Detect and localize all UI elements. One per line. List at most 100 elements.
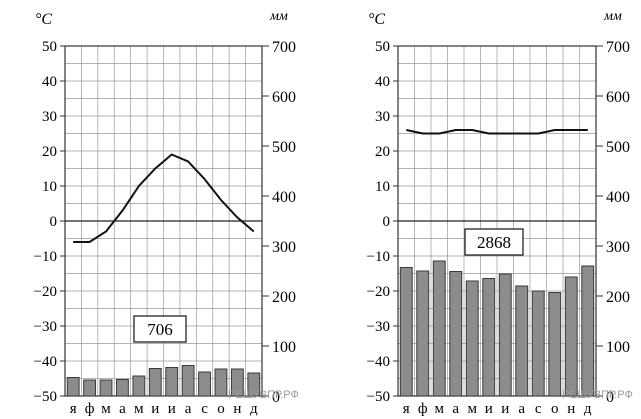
- left-tick-label: −50: [34, 389, 57, 405]
- left-tick-label: 0: [50, 214, 58, 230]
- precipitation-bar: [181, 365, 195, 397]
- right-tick-label: 400: [606, 189, 630, 206]
- chart-panel-1: 50403020100−10−20−30−40−50°C700600500400…: [34, 9, 299, 417]
- right-tick-label: 500: [272, 139, 296, 156]
- month-label: а: [518, 401, 525, 417]
- month-label: о: [551, 401, 559, 417]
- left-tick-label: −30: [367, 319, 390, 335]
- precipitation-bar: [230, 368, 244, 397]
- precipitation-bar: [214, 368, 228, 397]
- right-tick-label: 500: [606, 139, 630, 156]
- left-tick-label: −30: [34, 319, 57, 335]
- precipitation-bars: [399, 260, 595, 397]
- precipitation-bar: [465, 280, 479, 397]
- left-tick-label: −10: [367, 249, 390, 265]
- left-tick-label: −50: [367, 389, 390, 405]
- month-label: м: [435, 401, 445, 417]
- left-tick-label: −40: [367, 354, 390, 370]
- month-label: а: [119, 401, 126, 417]
- left-tick-label: 30: [42, 109, 57, 125]
- annual-total-label: 706: [147, 320, 173, 339]
- left-tick-label: 10: [375, 179, 390, 195]
- month-label: м: [134, 401, 144, 417]
- precipitation-bar: [515, 285, 529, 397]
- month-label: а: [452, 401, 459, 417]
- left-tick-label: 10: [42, 179, 57, 195]
- precipitation-bar: [83, 379, 97, 397]
- right-tick-label: 0: [606, 389, 614, 406]
- precipitation-bar: [581, 265, 595, 397]
- precipitation-bars: [66, 365, 261, 397]
- precipitation-bar: [432, 260, 446, 397]
- right-tick-label: 200: [606, 289, 630, 306]
- precipitation-bar: [148, 368, 162, 397]
- right-tick-label: 300: [606, 239, 630, 256]
- annual-total-label: 2868: [477, 233, 511, 252]
- left-tick-label: −20: [34, 284, 57, 300]
- right-tick-label: 100: [272, 339, 296, 356]
- month-label: и: [151, 401, 159, 417]
- annual-total-box: [133, 315, 187, 343]
- left-tick-label: −40: [34, 354, 57, 370]
- precipitation-bar: [165, 367, 179, 397]
- left-tick-label: 0: [383, 214, 391, 230]
- right-axis-unit: мм: [603, 9, 622, 24]
- left-tick-label: 20: [42, 144, 57, 160]
- month-label: с: [535, 401, 542, 417]
- watermark: РЕШУВПР.РФ: [228, 389, 299, 401]
- month-label: и: [485, 401, 493, 417]
- month-label: я: [403, 401, 410, 417]
- left-tick-label: 50: [375, 39, 390, 55]
- annual-total-box: [464, 228, 524, 256]
- temperature-line: [73, 153, 255, 243]
- month-label: ф: [85, 401, 95, 417]
- right-axis-unit: мм: [269, 9, 288, 24]
- left-tick-label: −20: [367, 284, 390, 300]
- month-label: с: [201, 401, 208, 417]
- month-label: а: [185, 401, 192, 417]
- right-tick-label: 100: [606, 339, 630, 356]
- month-label: д: [250, 401, 258, 417]
- precipitation-bar: [548, 292, 562, 397]
- left-tick-label: −10: [34, 249, 57, 265]
- precipitation-bar: [399, 267, 413, 397]
- month-label: и: [168, 401, 176, 417]
- precipitation-bar: [66, 377, 80, 397]
- precipitation-bar: [482, 278, 496, 397]
- right-tick-label: 0: [272, 389, 280, 406]
- precipitation-bar: [564, 276, 578, 397]
- precipitation-bar: [498, 273, 512, 397]
- precipitation-bar: [531, 290, 545, 397]
- month-label: н: [233, 401, 241, 417]
- precipitation-bar: [449, 271, 463, 397]
- precipitation-bar: [116, 379, 129, 397]
- left-tick-label: 40: [42, 74, 57, 90]
- precipitation-bar: [132, 375, 146, 397]
- left-tick-label: 40: [375, 74, 390, 90]
- left-axis-unit: °C: [35, 11, 52, 28]
- month-label: я: [70, 401, 77, 417]
- month-label: м: [101, 401, 111, 417]
- watermark: РЕШУВПР.РФ: [562, 389, 633, 401]
- month-label: ф: [418, 401, 428, 417]
- month-label: о: [217, 401, 225, 417]
- precipitation-bar: [247, 372, 261, 397]
- right-tick-label: 400: [272, 189, 296, 206]
- right-tick-label: 700: [272, 39, 296, 56]
- left-tick-label: 30: [375, 109, 390, 125]
- left-axis-unit: °C: [368, 11, 385, 28]
- right-tick-label: 300: [272, 239, 296, 256]
- left-tick-label: 50: [42, 39, 57, 55]
- month-label: и: [501, 401, 509, 417]
- precipitation-bar: [416, 270, 430, 397]
- right-tick-label: 700: [606, 39, 630, 56]
- temperature-line: [406, 129, 588, 135]
- right-tick-label: 600: [272, 89, 296, 106]
- precipitation-bar: [198, 371, 211, 397]
- month-label: д: [584, 401, 592, 417]
- month-label: м: [468, 401, 478, 417]
- chart-panel-2: 50403020100−10−20−30−40−50°C700600500400…: [367, 9, 633, 417]
- precipitation-bar: [99, 379, 113, 397]
- right-tick-label: 600: [606, 89, 630, 106]
